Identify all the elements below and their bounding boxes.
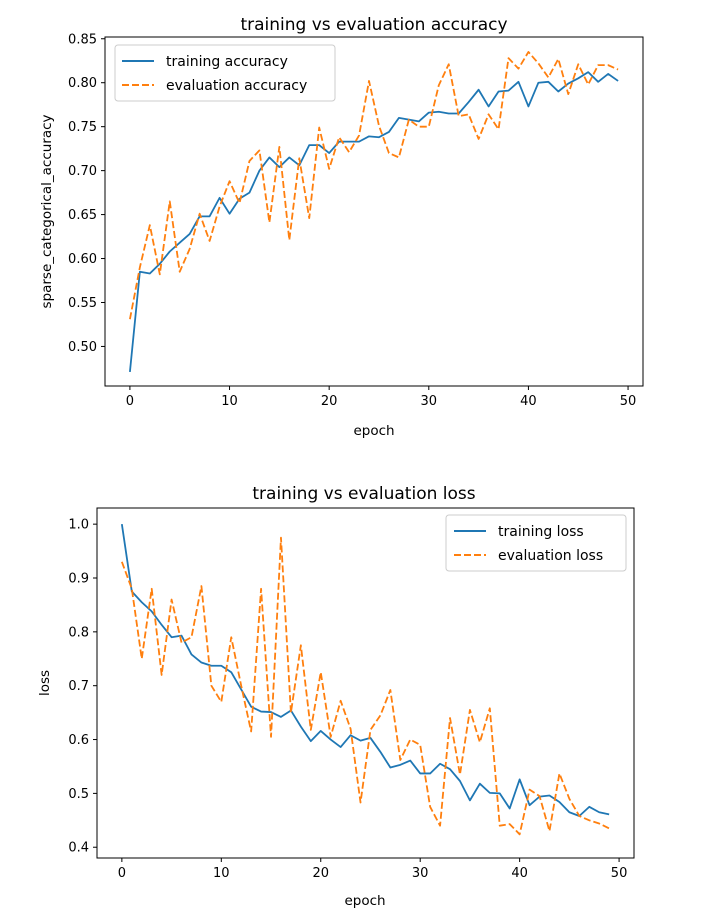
y-tick-label: 0.8: [68, 625, 89, 640]
x-axis: 0 10 20 30 40 50: [126, 386, 637, 409]
series-layer: [120, 524, 610, 836]
y-tick-label: 0.7: [68, 679, 89, 694]
x-axis-label: epoch: [344, 893, 385, 909]
legend-box: [445, 514, 627, 572]
y-tick-label: 0.4: [68, 841, 89, 856]
y-tick-label: 0.5: [68, 787, 89, 802]
x-tick-label: 50: [620, 394, 637, 409]
series-line-training-loss: [120, 524, 610, 817]
x-tick-label: 10: [213, 866, 230, 881]
y-tick-label: 0.85: [68, 32, 97, 47]
x-tick-label: 50: [611, 866, 628, 881]
legend-box: [114, 44, 336, 102]
x-tick-label: 30: [421, 394, 438, 409]
y-axis: 0.50 0.55 0.60 0.65 0.70 0.75 0.80 0.85: [68, 32, 105, 355]
legend: training loss evaluation loss: [445, 514, 627, 572]
legend-label-training-accuracy: training accuracy: [166, 54, 288, 70]
y-tick-label: 0.50: [68, 340, 97, 355]
y-axis-label: loss: [37, 670, 53, 696]
chart-title: training vs evaluation accuracy: [240, 15, 507, 35]
y-tick-label: 0.60: [68, 252, 97, 267]
legend-label-training-loss: training loss: [498, 524, 584, 540]
x-tick-label: 10: [221, 394, 238, 409]
plot-frame: [104, 36, 644, 387]
x-tick-label: 0: [126, 394, 134, 409]
plot-frame: [96, 507, 635, 859]
y-tick-label: 0.65: [68, 208, 97, 223]
legend-label-evaluation-loss: evaluation loss: [498, 548, 603, 564]
y-tick-label: 1.0: [68, 518, 89, 533]
x-tick-label: 20: [321, 394, 338, 409]
legend: training accuracy evaluation accuracy: [114, 44, 336, 102]
x-tick-label: 40: [511, 866, 528, 881]
y-axis: 0.4 0.5 0.6 0.7 0.8 0.9 1.0: [68, 518, 97, 856]
y-tick-label: 0.55: [68, 296, 97, 311]
y-tick-label: 0.9: [68, 572, 89, 587]
x-tick-label: 0: [118, 866, 126, 881]
legend-label-evaluation-accuracy: evaluation accuracy: [166, 78, 307, 94]
x-tick-label: 20: [312, 866, 329, 881]
loss-chart: training vs evaluation loss 0 10 20 30 40 50 …: [37, 484, 635, 909]
y-tick-label: 0.70: [68, 164, 97, 179]
y-axis-label: sparse_categorical_accuracy: [39, 114, 55, 308]
series-line-training-accuracy: [129, 71, 619, 373]
series-line-evaluation-loss: [121, 536, 610, 836]
y-tick-label: 0.80: [68, 76, 97, 91]
x-axis: 0 10 20 30 40 50: [118, 858, 628, 881]
x-axis-label: epoch: [353, 423, 394, 439]
series-layer: [129, 51, 619, 373]
series-line-evaluation-accuracy: [129, 51, 619, 320]
y-tick-label: 0.75: [68, 120, 97, 135]
accuracy-chart: training vs evaluation accuracy 0 10 20 30 4…: [39, 15, 644, 439]
x-tick-label: 40: [520, 394, 537, 409]
y-tick-label: 0.6: [68, 733, 89, 748]
chart-title: training vs evaluation loss: [252, 484, 475, 504]
x-tick-label: 30: [412, 866, 429, 881]
